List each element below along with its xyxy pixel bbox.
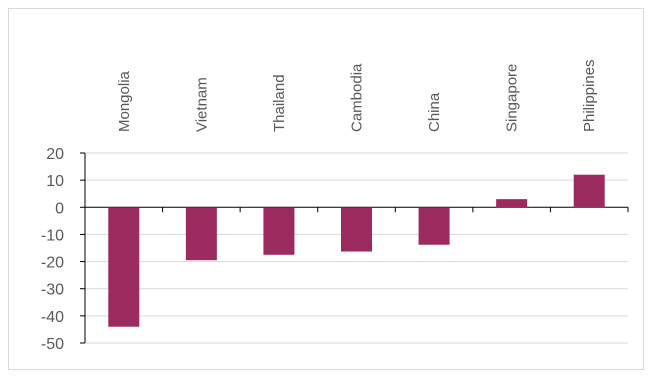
y-tick-label: 10 xyxy=(46,173,64,190)
category-label: Singapore xyxy=(504,64,521,132)
bar-philippines xyxy=(573,174,605,208)
y-tick-label: -40 xyxy=(41,309,64,326)
y-tick-label: -10 xyxy=(41,227,64,244)
labels: 20 10 0 -10 -20 -30 -40 -50 Mongolia Vietnam Thail… xyxy=(41,59,598,353)
category-label: Mongolia xyxy=(116,70,133,132)
category-label: China xyxy=(426,92,443,132)
category-label: Philippines xyxy=(581,59,598,132)
bars xyxy=(108,174,605,327)
category-label: Vietnam xyxy=(193,77,210,132)
y-tick-label: 20 xyxy=(46,146,64,163)
bar-mongolia xyxy=(108,207,140,327)
y-tick-label: -50 xyxy=(41,336,64,353)
y-tick-label: -20 xyxy=(41,255,64,272)
gridlines xyxy=(85,152,628,344)
bar-china xyxy=(418,207,450,245)
bar-cambodia xyxy=(341,207,372,252)
y-tick-label: 0 xyxy=(55,200,64,217)
category-label: Cambodia xyxy=(349,63,366,132)
category-label: Thailand xyxy=(271,74,288,132)
y-tick-label: -30 xyxy=(41,282,64,299)
bar-thailand xyxy=(263,207,295,255)
bar-vietnam xyxy=(185,207,217,261)
bar-singapore xyxy=(496,199,528,208)
